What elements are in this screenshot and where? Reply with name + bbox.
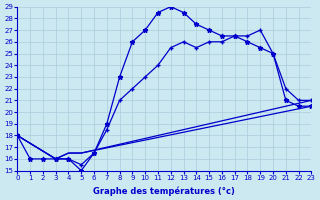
X-axis label: Graphe des températures (°c): Graphe des températures (°c): [93, 186, 235, 196]
